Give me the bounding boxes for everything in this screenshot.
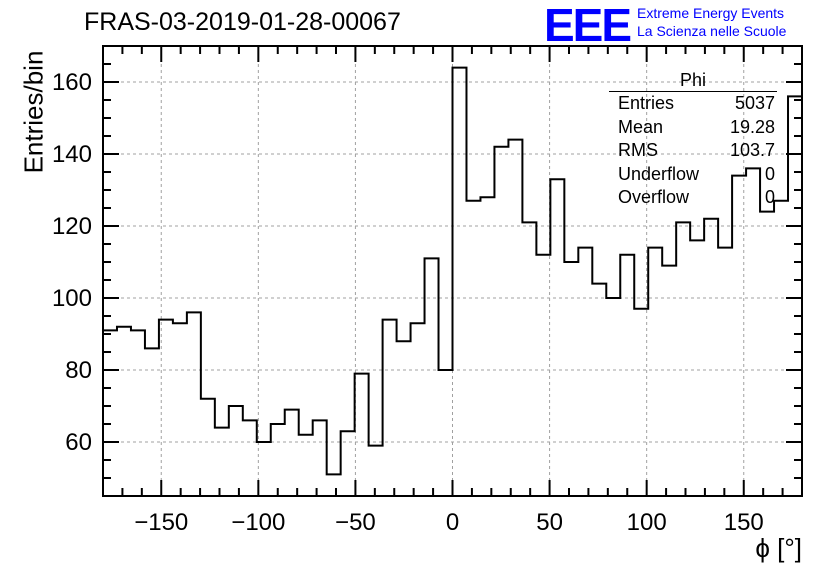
project-name: Extreme Energy Events La Scienza nelle S…	[637, 4, 786, 40]
x-tick-label: −150	[134, 509, 188, 536]
x-tick-label: 150	[724, 509, 764, 536]
stats-row: RMS 103.7	[609, 139, 777, 163]
y-tick-label: 140	[52, 141, 92, 168]
stats-value: 0	[764, 163, 775, 184]
project-name-line1: Extreme Energy Events	[637, 5, 785, 21]
y-tick-label: 80	[65, 357, 92, 384]
x-tick-label: 100	[627, 509, 667, 536]
stats-row: Underflow 0	[609, 163, 777, 187]
stats-value: 0	[764, 187, 775, 207]
stats-row: Overflow 0	[609, 186, 777, 210]
x-axis-label: ϕ [°]	[755, 533, 802, 563]
y-axis-label: Entries/bin	[18, 50, 49, 174]
y-tick-label: 120	[52, 213, 92, 240]
stats-row: Entries 5037	[609, 92, 777, 116]
stats-label: Entries	[618, 93, 675, 113]
stats-value: 19.28	[729, 116, 775, 137]
x-tick-label: 0	[446, 509, 459, 536]
eee-logo: EEE	[544, 0, 632, 51]
x-tick-label: −100	[231, 509, 285, 536]
stats-label: RMS	[618, 140, 658, 160]
stats-label: Overflow	[618, 187, 690, 207]
y-tick-label: 60	[65, 429, 92, 456]
axis-ticks	[103, 45, 802, 497]
histogram-outline	[103, 66, 802, 476]
stats-box: Phi Entries 5037 Mean 19.28 RMS 103.7 Un…	[609, 70, 777, 210]
stats-label: Underflow	[618, 163, 700, 184]
x-tick-label: −50	[335, 509, 376, 536]
stats-row: Mean 19.28	[609, 116, 777, 140]
stats-value: 103.7	[729, 140, 775, 160]
stats-value: 5037	[734, 93, 775, 113]
y-tick-label: 160	[52, 69, 92, 96]
stats-title: Phi	[609, 70, 777, 92]
tick-labels: −150 −100 −50 0 50 100 150 60 80 100 120 140 160	[52, 69, 764, 536]
run-title: FRAS-03-2019-01-28-00067	[84, 8, 401, 36]
project-name-line2: La Scienza nelle Scuole	[637, 23, 787, 39]
stats-label: Mean	[618, 116, 664, 137]
x-tick-label: 50	[536, 509, 563, 536]
y-tick-label: 100	[52, 285, 92, 312]
